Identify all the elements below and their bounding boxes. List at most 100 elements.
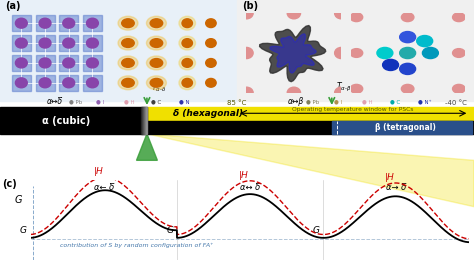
Circle shape: [86, 18, 99, 28]
Text: G: G: [313, 227, 320, 236]
Circle shape: [179, 56, 195, 70]
Circle shape: [206, 59, 216, 67]
Bar: [144, 107, 145, 134]
Text: ● Pb: ● Pb: [306, 100, 319, 105]
Circle shape: [39, 58, 51, 68]
Text: ● N: ● N: [179, 100, 189, 105]
Circle shape: [63, 58, 75, 68]
Circle shape: [179, 36, 195, 50]
Circle shape: [453, 13, 465, 22]
Bar: [83, 55, 102, 71]
Circle shape: [453, 49, 465, 58]
Circle shape: [15, 38, 27, 48]
Bar: [143, 107, 144, 134]
Circle shape: [182, 19, 192, 28]
Circle shape: [179, 16, 195, 30]
Text: β (tetragonal): β (tetragonal): [375, 123, 436, 132]
Circle shape: [206, 39, 216, 47]
Circle shape: [118, 56, 138, 70]
Bar: [147, 121, 474, 134]
Circle shape: [401, 84, 414, 93]
Circle shape: [63, 78, 75, 88]
Text: |H: |H: [94, 167, 104, 176]
Circle shape: [15, 58, 27, 68]
Text: G: G: [166, 227, 173, 235]
Circle shape: [86, 58, 99, 68]
Bar: [59, 35, 78, 51]
Text: α→ δ̅: α→ δ̅: [386, 183, 406, 192]
Circle shape: [400, 63, 416, 74]
Bar: [12, 75, 31, 91]
Text: α← δ̅: α← δ̅: [94, 183, 114, 192]
Bar: [0, 107, 147, 134]
Text: δ (hexagonal): δ (hexagonal): [173, 109, 244, 118]
Circle shape: [122, 78, 134, 87]
Circle shape: [150, 59, 163, 67]
Circle shape: [179, 76, 195, 90]
Bar: [146, 107, 147, 134]
Circle shape: [146, 56, 166, 70]
Text: |H: |H: [385, 173, 394, 182]
Bar: [83, 75, 102, 91]
Circle shape: [150, 19, 163, 28]
Circle shape: [86, 78, 99, 88]
Circle shape: [400, 47, 416, 59]
Circle shape: [122, 39, 134, 47]
Text: 85 °C: 85 °C: [228, 100, 246, 106]
Text: α (cubic): α (cubic): [42, 116, 91, 126]
Circle shape: [422, 47, 438, 59]
Text: (b): (b): [242, 1, 258, 11]
Text: ● I: ● I: [334, 100, 342, 105]
Text: ● C: ● C: [390, 100, 400, 105]
Circle shape: [383, 59, 399, 70]
Circle shape: [122, 59, 134, 67]
Bar: [12, 55, 31, 71]
Bar: [332, 121, 472, 134]
Text: α↔ δ̅: α↔ δ̅: [240, 183, 260, 192]
Text: G: G: [15, 195, 22, 205]
Bar: [59, 15, 78, 31]
Circle shape: [146, 36, 166, 50]
Circle shape: [150, 78, 163, 87]
Circle shape: [118, 76, 138, 90]
Circle shape: [350, 13, 363, 22]
Circle shape: [401, 13, 414, 22]
Circle shape: [182, 39, 192, 47]
Text: (a): (a): [5, 1, 20, 11]
Bar: [12, 15, 31, 31]
Circle shape: [240, 47, 253, 59]
Circle shape: [206, 19, 216, 28]
Circle shape: [39, 18, 51, 28]
Bar: [83, 15, 102, 31]
Text: ● Pb: ● Pb: [69, 100, 82, 105]
Polygon shape: [260, 25, 326, 82]
Circle shape: [417, 36, 433, 47]
Circle shape: [118, 16, 138, 30]
Circle shape: [86, 38, 99, 48]
Circle shape: [240, 87, 253, 98]
Text: α↔β: α↔β: [288, 97, 304, 106]
Circle shape: [15, 18, 27, 28]
Text: ● H: ● H: [362, 100, 372, 105]
Bar: [59, 55, 78, 71]
Bar: [147, 107, 474, 121]
Circle shape: [350, 49, 363, 58]
Bar: [36, 55, 55, 71]
Text: (c): (c): [2, 179, 17, 189]
Circle shape: [240, 8, 253, 19]
Circle shape: [377, 47, 393, 59]
Bar: [36, 75, 55, 91]
Text: ● I: ● I: [96, 100, 104, 105]
Text: -40 °C: -40 °C: [445, 100, 467, 106]
Circle shape: [350, 84, 363, 93]
Circle shape: [335, 8, 348, 19]
Circle shape: [118, 36, 138, 50]
Text: |H: |H: [239, 171, 249, 180]
Bar: [36, 15, 55, 31]
Circle shape: [287, 8, 301, 19]
Bar: [83, 35, 102, 51]
Circle shape: [39, 78, 51, 88]
Text: contribution of S by random configuration of FA⁺: contribution of S by random configuratio…: [60, 243, 213, 248]
Bar: [145, 107, 146, 134]
Text: Operating temperature window for PSCs: Operating temperature window for PSCs: [292, 107, 414, 112]
